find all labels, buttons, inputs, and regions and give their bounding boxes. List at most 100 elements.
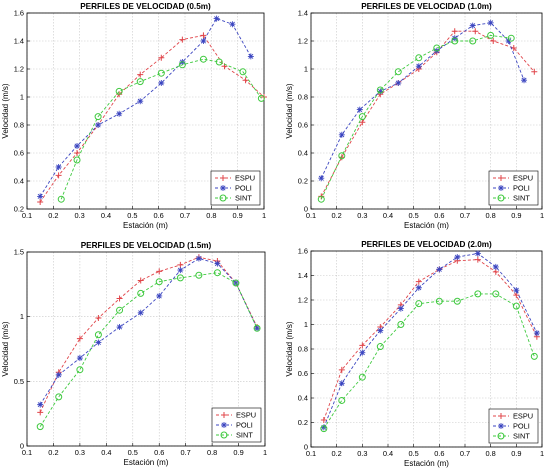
data-point-sint — [57, 195, 65, 203]
series-line-espu — [323, 259, 538, 421]
data-point-sint — [176, 274, 184, 282]
data-point-espu — [242, 77, 249, 84]
data-point-poli — [356, 106, 363, 113]
x-tick-label: 0.3 — [75, 211, 85, 220]
data-point-espu — [76, 335, 83, 342]
series-line-sint — [323, 293, 535, 429]
data-point-sint — [137, 289, 145, 297]
x-tick-label: 0.1 — [306, 211, 316, 220]
data-point-espu — [474, 256, 481, 263]
x-tick-label: 0.7 — [460, 211, 470, 220]
y-tick-label: 0.8 — [14, 121, 24, 130]
legend-marker-sint — [497, 194, 505, 202]
data-point-sint — [507, 34, 515, 42]
data-point-espu — [179, 36, 186, 43]
data-point-poli — [95, 339, 102, 346]
y-tick-label: 0.6 — [14, 149, 24, 158]
data-point-espu — [338, 366, 345, 373]
data-point-sint — [253, 324, 261, 332]
chart-panel-4: 0.1 0.2 0.3 0.4 0.5 0.6 0.7 0.8 0.9 1 0 0.2 0.4 0.6 0.… — [285, 240, 544, 468]
data-point-sint — [36, 423, 44, 431]
data-point-espu — [158, 54, 165, 61]
data-point-espu — [451, 28, 458, 35]
x-tick-label: 0.8 — [486, 449, 496, 458]
data-point-poli — [469, 22, 476, 29]
data-point-poli — [521, 77, 528, 84]
chart-title: PERFILES DE VELOCIDAD (2.0m) — [361, 240, 492, 249]
data-point-espu — [415, 278, 422, 285]
data-point-espu — [320, 417, 327, 424]
y-axis-label: Velocidad (m/s) — [285, 83, 294, 138]
data-point-sint — [73, 156, 81, 164]
chart-title: PERFILES DE VELOCIDAD (0.5m) — [80, 2, 211, 11]
data-point-poli — [533, 330, 540, 337]
chart-panel-1: 0.1 0.2 0.3 0.4 0.5 0.6 0.7 0.8 0.9 10.20.40.60.8… — [1, 2, 267, 230]
x-tick-label: 0.7 — [180, 211, 190, 220]
data-point-sint — [394, 68, 402, 76]
data-point-sint — [213, 269, 221, 277]
x-tick-label: 0.2 — [332, 211, 342, 220]
data-point-sint — [492, 290, 500, 298]
y-axis-label: Velocidad (m/s) — [285, 321, 294, 376]
data-point-sint — [76, 366, 84, 374]
legend-label-espu: ESPU — [513, 174, 533, 183]
x-tick-label: 0.2 — [332, 449, 342, 458]
legend-marker-espu — [498, 413, 504, 419]
data-point-sint — [474, 290, 482, 298]
legend-box — [488, 170, 539, 206]
data-point-sint — [453, 297, 461, 305]
x-tick-label: 0.9 — [233, 211, 243, 220]
legend-marker-poli — [221, 422, 227, 428]
x-tick-label: 0.2 — [48, 211, 58, 220]
data-point-sint — [155, 278, 163, 286]
data-point-poli — [492, 263, 499, 270]
data-point-espu — [137, 71, 144, 78]
data-point-sint — [415, 54, 423, 62]
chart-panel-3: 0.1 0.2 0.3 0.4 0.5 0.6 0.7 0.8 0.9 1 0 0.5 1 1.5 PERF… — [1, 241, 267, 467]
data-point-sint — [116, 306, 124, 314]
data-point-sint — [376, 86, 384, 94]
y-tick-label: 0.4 — [14, 177, 24, 186]
legend-marker-sint — [219, 194, 227, 202]
x-tick-label: 0.4 — [383, 211, 393, 220]
data-point-poli — [156, 292, 163, 299]
data-point-espu — [177, 261, 184, 268]
data-point-espu — [74, 150, 81, 156]
data-point-sint — [415, 300, 423, 308]
data-point-espu — [531, 68, 538, 75]
x-tick-label: 0.8 — [206, 211, 216, 220]
data-point-sint — [232, 279, 240, 287]
x-tick-label: 0.1 — [306, 449, 316, 458]
data-point-sint — [94, 331, 102, 339]
plot-frame — [26, 251, 266, 447]
y-tick-label: 0.4 — [298, 149, 308, 158]
y-tick-label: 1.4 — [298, 271, 308, 280]
x-tick-label: 1 — [263, 448, 267, 457]
x-tick-label: 1 — [540, 211, 544, 220]
data-point-espu — [37, 199, 44, 205]
chart-title: PERFILES DE VELOCIDAD (1.5m) — [81, 241, 212, 250]
y-tick-label: 0 — [304, 443, 308, 452]
data-point-poli — [377, 88, 384, 95]
y-tick-label: 1.2 — [298, 37, 308, 46]
x-tick-label: 1 — [262, 211, 266, 220]
data-point-poli — [395, 80, 402, 86]
legend-label-espu: ESPU — [235, 174, 255, 183]
data-point-espu — [472, 28, 479, 35]
x-tick-label: 0.7 — [460, 449, 470, 458]
data-point-sint — [136, 78, 144, 86]
x-tick-label: 0.4 — [101, 211, 111, 220]
data-point-poli — [436, 266, 443, 273]
data-point-poli — [214, 260, 221, 267]
x-tick-label: 0.5 — [409, 211, 419, 220]
data-point-espu — [200, 32, 207, 39]
legend-label-sint: SINT — [513, 194, 530, 203]
x-tick-label: 0.8 — [486, 211, 496, 220]
x-axis-label: Estación (m) — [404, 221, 449, 230]
legend-marker-espu — [220, 175, 226, 181]
data-point-poli — [116, 324, 123, 331]
x-tick-label: 0.3 — [75, 448, 85, 457]
x-axis-label: Estación (m) — [123, 221, 168, 230]
